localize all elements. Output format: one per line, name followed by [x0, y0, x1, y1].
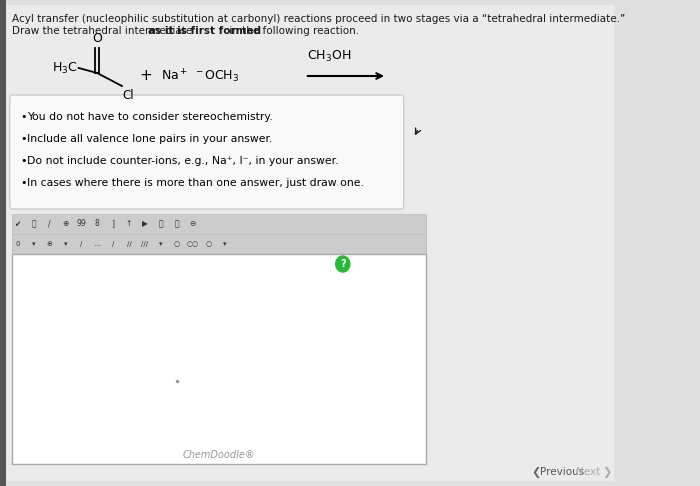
Text: ↑: ↑	[126, 220, 132, 228]
Text: Draw the tetrahedral intermediate: Draw the tetrahedral intermediate	[13, 26, 196, 36]
Text: as it is first formed: as it is first formed	[148, 26, 260, 36]
Text: ❮: ❮	[531, 467, 540, 478]
Text: Next: Next	[576, 467, 600, 477]
Text: •: •	[20, 156, 27, 166]
Text: ?: ?	[340, 259, 346, 269]
Text: ///: ///	[141, 241, 148, 247]
Text: You do not have to consider stereochemistry.: You do not have to consider stereochemis…	[27, 112, 273, 122]
Text: /: /	[80, 241, 83, 247]
Text: •: •	[20, 178, 27, 188]
Text: In cases where there is more than one answer, just draw one.: In cases where there is more than one an…	[27, 178, 364, 188]
Circle shape	[336, 256, 350, 272]
Text: CH$_3$OH: CH$_3$OH	[307, 49, 351, 64]
Text: Na$^+$ $^-$OCH$_3$: Na$^+$ $^-$OCH$_3$	[161, 67, 239, 85]
Text: ○: ○	[174, 241, 180, 247]
Bar	[13, 214, 426, 234]
Text: ▶: ▶	[142, 220, 148, 228]
Text: Include all valence lone pairs in your answer.: Include all valence lone pairs in your a…	[27, 134, 273, 144]
Text: in the following reaction.: in the following reaction.	[226, 26, 359, 36]
Bar	[0, 0, 6, 486]
Text: 8: 8	[94, 220, 99, 228]
Text: O: O	[92, 32, 102, 45]
Text: 0: 0	[15, 241, 20, 247]
Text: /: /	[48, 220, 51, 228]
Text: ]: ]	[111, 220, 115, 228]
Bar	[13, 234, 426, 254]
Text: Cl: Cl	[122, 89, 134, 102]
Text: H$_3$C: H$_3$C	[52, 60, 78, 75]
Text: ▾: ▾	[159, 241, 162, 247]
Text: ▾: ▾	[64, 241, 67, 247]
Text: +: +	[139, 69, 152, 84]
Text: Previous: Previous	[540, 467, 584, 477]
Text: Do not include counter-ions, e.g., Na⁺, I⁻, in your answer.: Do not include counter-ions, e.g., Na⁺, …	[27, 156, 339, 166]
Text: 🔒: 🔒	[32, 220, 36, 228]
FancyBboxPatch shape	[10, 95, 404, 209]
Text: •: •	[20, 134, 27, 144]
Text: Acyl transfer (nucleophilic substitution at carbonyl) reactions proceed in two s: Acyl transfer (nucleophilic substitution…	[13, 14, 626, 24]
Text: //: //	[127, 241, 132, 247]
Text: •: •	[20, 112, 27, 122]
Text: ▾: ▾	[223, 241, 226, 247]
Text: ▾: ▾	[32, 241, 35, 247]
Text: 🔍: 🔍	[174, 220, 179, 228]
Text: 99: 99	[76, 220, 86, 228]
Text: /: /	[112, 241, 114, 247]
Text: ✔: ✔	[15, 220, 21, 228]
Text: ⊕: ⊕	[46, 241, 52, 247]
Text: Ⓒ: Ⓒ	[158, 220, 163, 228]
Text: ⊕: ⊕	[62, 220, 69, 228]
Text: ⊖: ⊖	[190, 220, 196, 228]
Text: ChemDoodle®: ChemDoodle®	[183, 450, 256, 460]
Text: …: …	[94, 241, 101, 247]
Text: ○: ○	[205, 241, 211, 247]
Bar	[13, 254, 426, 464]
Text: ○○: ○○	[186, 241, 199, 247]
Text: ❯: ❯	[603, 467, 612, 478]
